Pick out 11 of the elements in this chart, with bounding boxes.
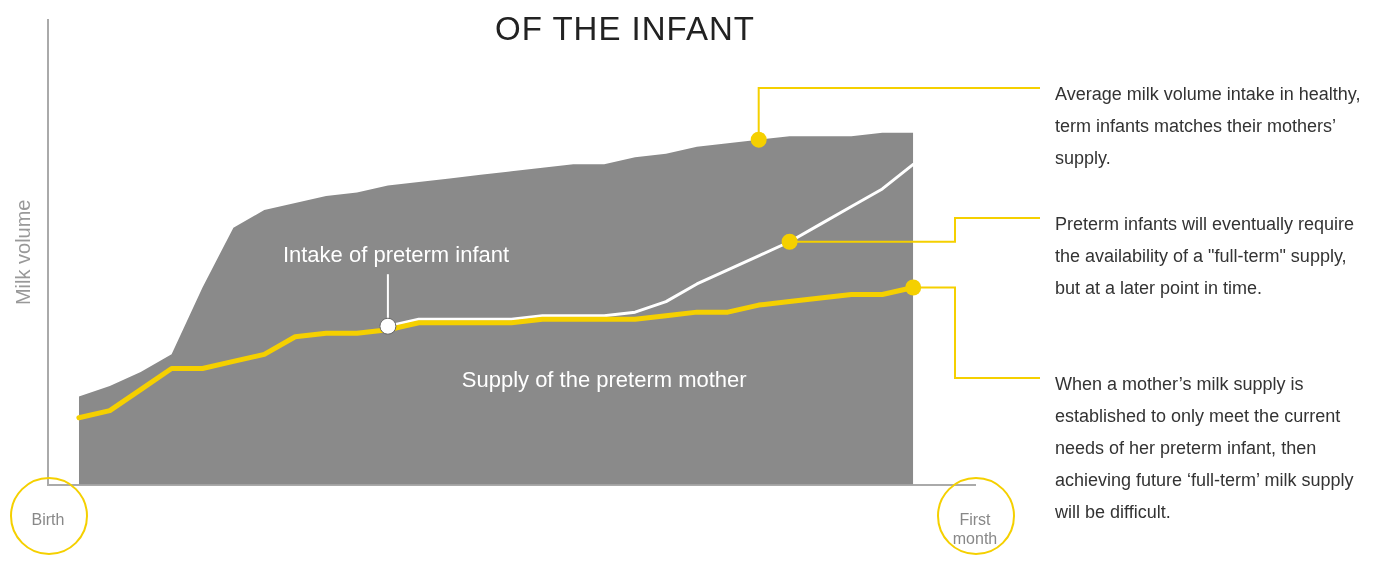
y-axis-title: Milk volume (11, 199, 34, 306)
text: Average milk volume intake in healthy, term infants matches their mothers’ supply. (1055, 83, 1362, 170)
text: When a mother’s milk supply is established to only meet the current needs of her preterm infant, then achieving future ‘full-term’ milk supply will be difficult. (1055, 373, 1355, 524)
point (905, 279, 922, 296)
text: Preterm infants will eventually require the availability of a "full-term" supply, but at a later point in time. (1055, 213, 1356, 300)
chart-title: OF THE INFANT (494, 10, 756, 48)
x-tick-label: First month (952, 510, 998, 547)
x-tick-label: Birth (31, 510, 65, 528)
point (379, 317, 397, 335)
text: Supply of the preterm mother (461, 367, 747, 393)
text: Intake of preterm infant (282, 242, 510, 268)
